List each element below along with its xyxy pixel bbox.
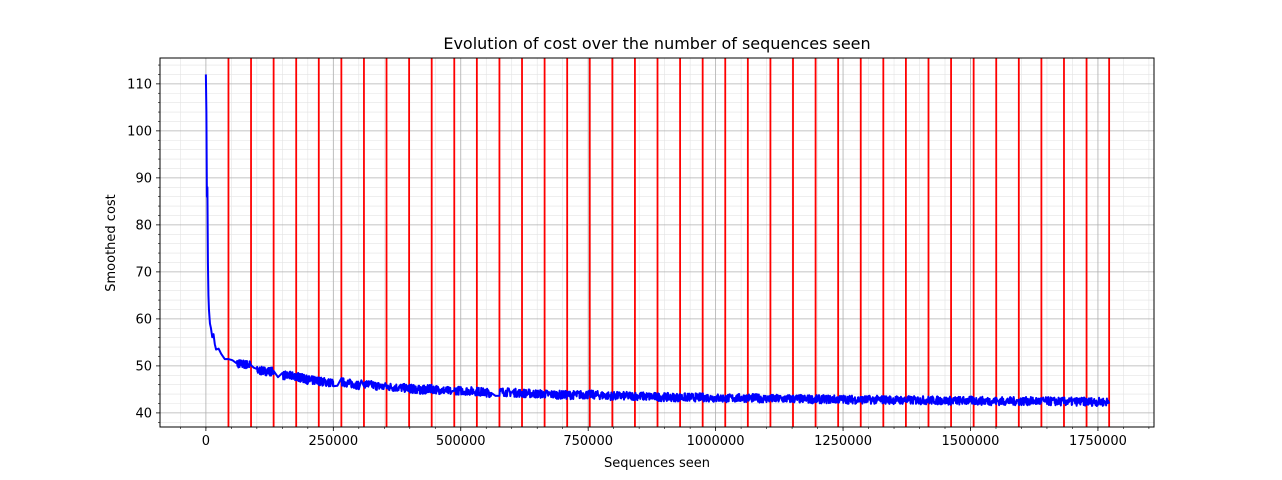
y-tick-label: 40 (135, 406, 152, 421)
epoch-markers (227, 58, 1111, 427)
y-tick-label: 100 (127, 124, 152, 139)
x-tick-label: 1000000 (687, 434, 745, 449)
x-tick-label: 0 (202, 434, 210, 449)
series-line (204, 74, 1111, 408)
series-layer (204, 74, 1111, 408)
y-axis-label: Smoothed cost (104, 194, 119, 292)
axis-ticks: 0 250000 500000 750000 1000000 1250000 1500000… (127, 64, 1150, 449)
y-tick-label: 50 (135, 359, 152, 374)
y-tick-label: 110 (127, 77, 152, 92)
x-tick-label: 250000 (308, 434, 358, 449)
y-tick-label: 70 (135, 265, 152, 280)
x-tick-label: 1750000 (1069, 434, 1127, 449)
x-axis-label: Sequences seen (604, 456, 710, 471)
x-tick-label: 1500000 (942, 434, 1000, 449)
y-tick-label: 90 (135, 171, 152, 186)
x-tick-label: 500000 (436, 434, 486, 449)
x-tick-label: 750000 (563, 434, 613, 449)
chart-title: Evolution of cost over the number of seq… (443, 34, 870, 53)
plot-frame (159, 57, 1155, 428)
y-tick-label: 80 (135, 218, 152, 233)
x-tick-label: 1250000 (814, 434, 872, 449)
y-tick-label: 60 (135, 312, 152, 327)
